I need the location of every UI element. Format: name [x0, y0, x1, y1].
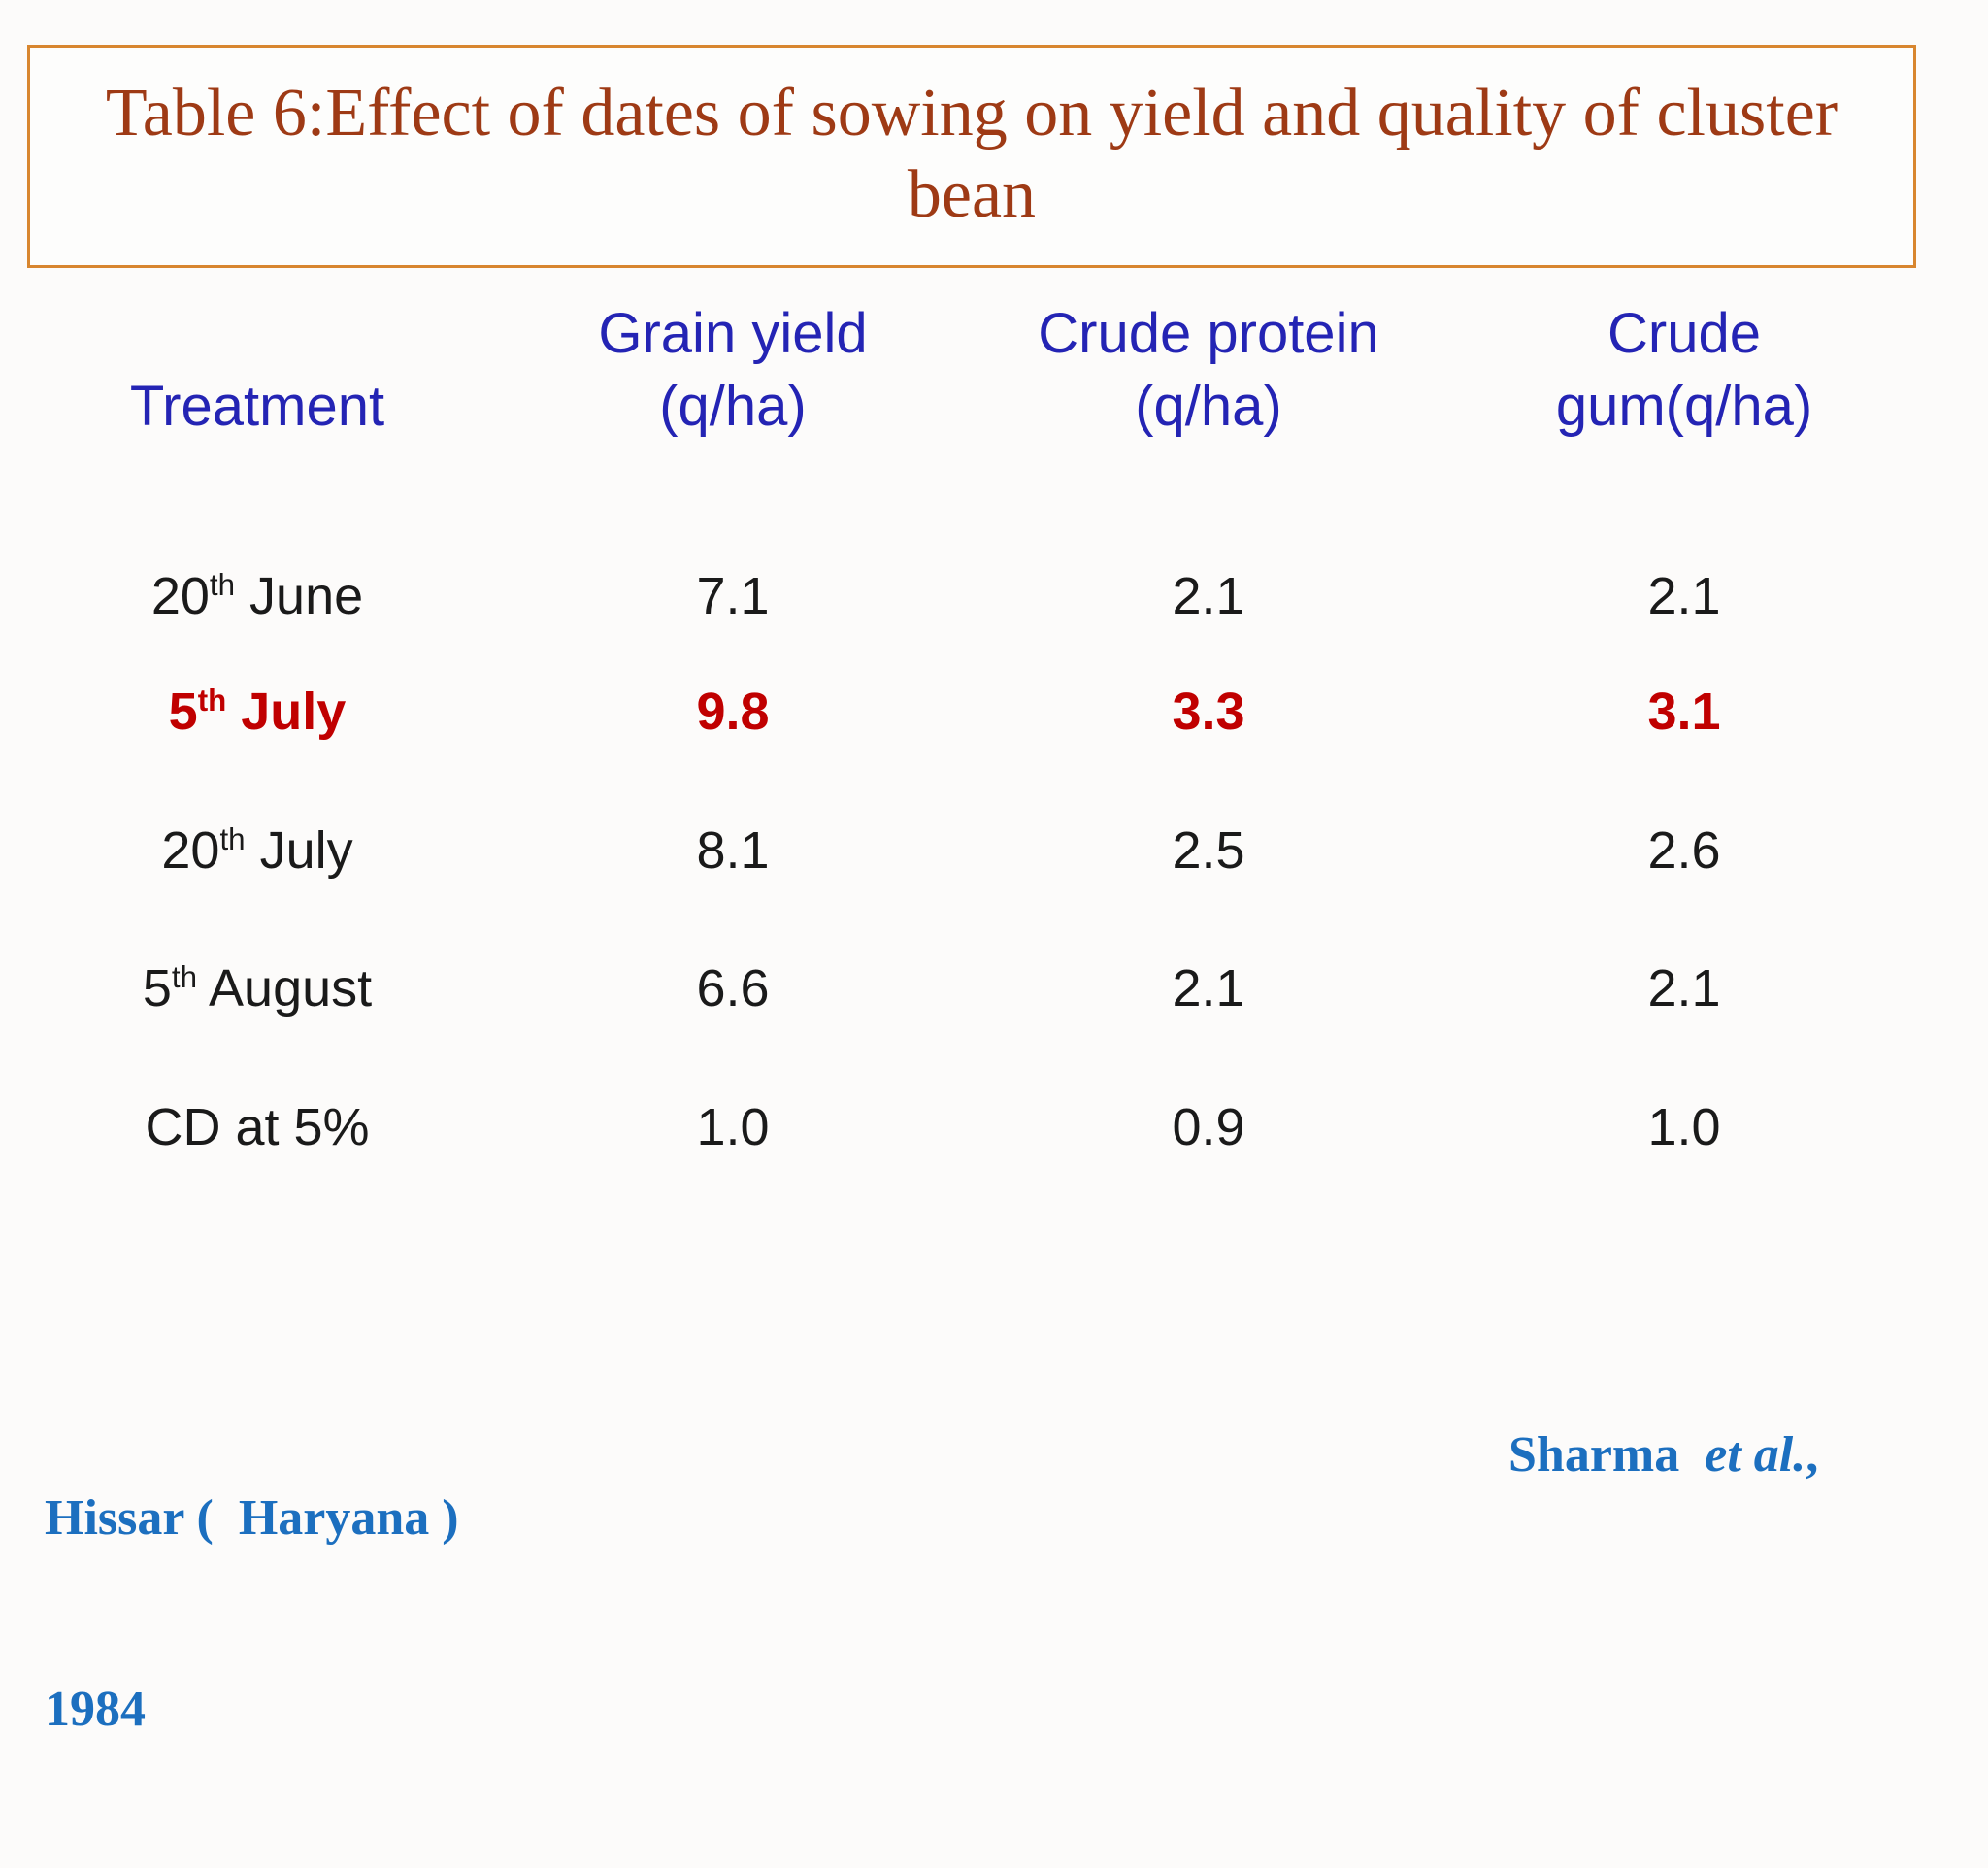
cell-crude-protein: 3.3 — [1172, 683, 1245, 741]
ordinal-superscript: th — [219, 822, 246, 856]
cell-crude-gum: 2.6 — [1647, 821, 1721, 880]
citation-suffix: , — [1806, 1426, 1819, 1483]
cell-crude-gum: 2.1 — [1647, 567, 1721, 625]
cell-crude-protein: 2.5 — [1172, 821, 1245, 880]
column-header-crude-protein: Crude protein (q/ha) — [971, 297, 1446, 444]
header-line: (q/ha) — [1135, 375, 1282, 439]
table-row: CD at 5% 1.0 0.9 1.0 — [19, 1096, 1922, 1159]
cell-treatment: 20th July — [19, 819, 495, 883]
ordinal-superscript: th — [197, 684, 227, 717]
column-header-grain-yield: Grain yield (q/ha) — [495, 297, 971, 444]
header-line: (q/ha) — [659, 375, 807, 439]
cell-treatment: CD at 5% — [19, 1096, 495, 1159]
treatment-text: CD at 5% — [145, 1098, 370, 1156]
table-row: 20th July 8.1 2.5 2.6 — [19, 819, 1922, 883]
column-header-treatment: Treatment — [19, 370, 495, 443]
cell-crude-protein: 2.1 — [1172, 567, 1245, 625]
source-location: Hissar ( Haryana ) 1984 — [45, 1359, 459, 1868]
treatment-text: July — [245, 821, 353, 880]
cell-grain-yield: 7.1 — [696, 567, 770, 625]
cell-treatment: 5th July — [19, 681, 495, 744]
table-row: 5th August 6.6 2.1 2.1 — [19, 957, 1922, 1020]
cell-crude-gum: 2.1 — [1647, 959, 1721, 1017]
cell-crude-protein: 0.9 — [1172, 1098, 1245, 1156]
table-header-row: Treatment Grain yield (q/ha) Crude prote… — [19, 297, 1922, 444]
cell-crude-gum: 3.1 — [1647, 683, 1721, 741]
treatment-text: August — [197, 959, 373, 1017]
header-line: Grain yield — [598, 302, 868, 365]
treatment-text: July — [226, 683, 347, 741]
table-row: 20th June 7.1 2.1 2.1 — [19, 565, 1922, 628]
header-line: gum(q/ha) — [1555, 375, 1813, 439]
cell-grain-yield: 9.8 — [696, 683, 770, 741]
ordinal-superscript: th — [171, 960, 198, 994]
treatment-text: June — [235, 567, 364, 625]
header-line: Crude — [1607, 302, 1761, 365]
cell-grain-yield: 1.0 — [696, 1098, 770, 1156]
cell-crude-gum: 1.0 — [1647, 1098, 1721, 1156]
treatment-text: 5 — [168, 683, 198, 741]
column-header-crude-gum: Crude gum(q/ha) — [1446, 297, 1922, 444]
treatment-text: 5 — [142, 959, 172, 1017]
header-line: Crude protein — [1038, 302, 1379, 365]
slide-title: Table 6:Effect of dates of sowing on yie… — [105, 76, 1839, 232]
source-location-line1: Hissar ( Haryana ) — [45, 1490, 459, 1547]
table-row-highlighted: 5th July 9.8 3.3 3.1 — [19, 681, 1922, 744]
treatment-text: 20 — [161, 821, 220, 880]
treatment-text: 20 — [150, 567, 210, 625]
header-line: Treatment — [129, 375, 385, 439]
citation-etal: et al. — [1692, 1426, 1806, 1483]
cell-treatment: 20th June — [19, 565, 495, 628]
source-location-year: 1984 — [45, 1681, 146, 1737]
cell-grain-yield: 8.1 — [696, 821, 770, 880]
cell-treatment: 5th August — [19, 957, 495, 1020]
title-box: Table 6:Effect of dates of sowing on yie… — [27, 45, 1916, 268]
ordinal-superscript: th — [209, 568, 236, 602]
source-citation: Sharma et al., — [1458, 1359, 1818, 1551]
cell-grain-yield: 6.6 — [696, 959, 770, 1017]
cell-crude-protein: 2.1 — [1172, 959, 1245, 1017]
citation-author: Sharma — [1508, 1426, 1693, 1483]
